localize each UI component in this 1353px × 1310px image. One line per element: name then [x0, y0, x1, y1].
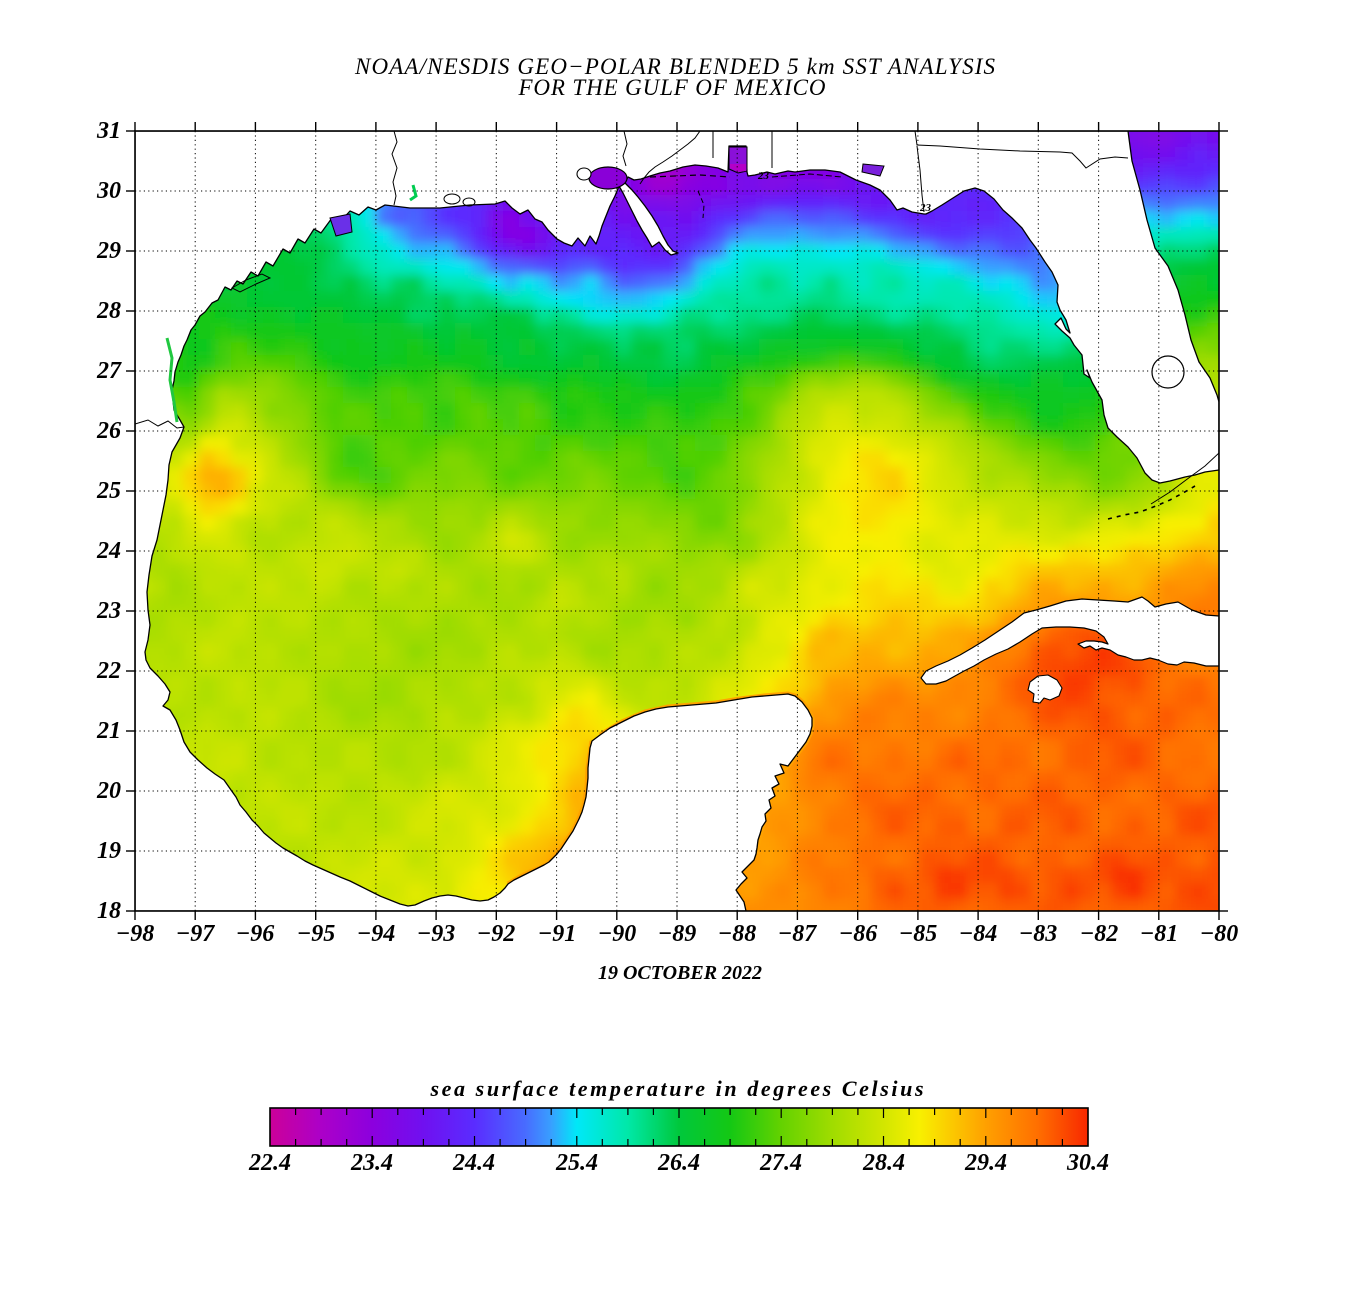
svg-text:28.4: 28.4 [862, 1150, 905, 1176]
svg-text:−87: −87 [778, 921, 818, 947]
svg-text:−89: −89 [658, 921, 697, 947]
svg-text:24.4: 24.4 [452, 1150, 495, 1176]
svg-text:−83: −83 [1019, 921, 1058, 947]
svg-text:30.4: 30.4 [1066, 1150, 1109, 1176]
svg-text:−81: −81 [1140, 921, 1179, 947]
svg-text:−93: −93 [417, 921, 456, 947]
svg-text:23.4: 23.4 [350, 1150, 393, 1176]
svg-text:−98: −98 [116, 921, 155, 947]
svg-text:−82: −82 [1080, 921, 1119, 947]
svg-text:20: 20 [96, 778, 121, 804]
svg-text:29: 29 [96, 238, 121, 264]
svg-text:−90: −90 [598, 921, 637, 947]
svg-text:22.4: 22.4 [248, 1150, 291, 1176]
svg-text:23: 23 [757, 170, 770, 182]
svg-text:−91: −91 [538, 921, 577, 947]
svg-text:31: 31 [96, 118, 121, 144]
svg-text:19: 19 [97, 838, 121, 864]
svg-text:−86: −86 [839, 921, 878, 947]
svg-text:28: 28 [96, 298, 121, 324]
svg-text:30: 30 [96, 178, 121, 204]
svg-text:22: 22 [96, 658, 121, 684]
svg-text:26: 26 [96, 418, 121, 444]
svg-text:FOR THE GULF OF MEXICO: FOR THE GULF OF MEXICO [518, 75, 826, 100]
svg-text:−92: −92 [477, 921, 516, 947]
svg-text:23: 23 [919, 202, 932, 214]
svg-text:−88: −88 [718, 921, 757, 947]
svg-text:−84: −84 [959, 921, 998, 947]
svg-text:−97: −97 [176, 921, 216, 947]
svg-text:25: 25 [96, 478, 121, 504]
svg-text:29.4: 29.4 [964, 1150, 1007, 1176]
svg-text:27: 27 [96, 358, 122, 384]
svg-text:−94: −94 [357, 921, 396, 947]
svg-text:−96: −96 [236, 921, 275, 947]
svg-text:19 OCTOBER 2022: 19 OCTOBER 2022 [598, 962, 762, 984]
svg-text:25.4: 25.4 [555, 1150, 598, 1176]
svg-text:sea surface temperature in deg: sea surface temperature in degrees Celsi… [430, 1076, 924, 1101]
svg-text:23: 23 [96, 598, 121, 624]
svg-text:27.4: 27.4 [759, 1150, 802, 1176]
svg-text:24: 24 [96, 538, 121, 564]
svg-text:18: 18 [97, 898, 121, 924]
svg-text:−85: −85 [899, 921, 938, 947]
svg-text:NOAA/NESDIS GEO−POLAR BLENDED: NOAA/NESDIS GEO−POLAR BLENDED 5 km SST A… [354, 54, 996, 79]
svg-text:26.4: 26.4 [657, 1150, 700, 1176]
svg-text:−95: −95 [297, 921, 336, 947]
svg-text:21: 21 [96, 718, 121, 744]
svg-text:−80: −80 [1200, 921, 1239, 947]
